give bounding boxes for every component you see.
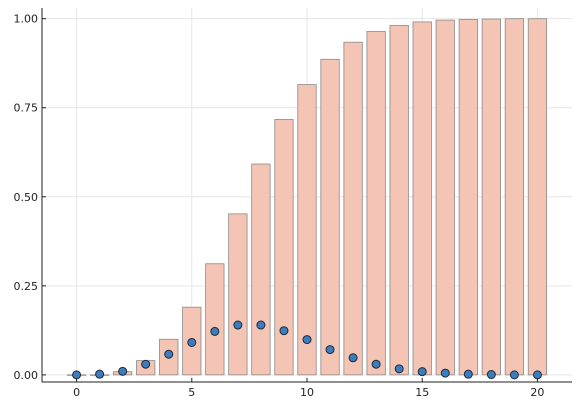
data-point xyxy=(325,345,335,355)
x-tick-label: 5 xyxy=(188,386,195,399)
data-point xyxy=(371,359,381,369)
data-point xyxy=(394,364,404,374)
bar xyxy=(412,21,432,376)
x-tick-label: 20 xyxy=(530,386,544,399)
data-point xyxy=(233,320,243,330)
data-point xyxy=(532,370,542,380)
bar xyxy=(389,25,409,376)
y-tick-label: 0.50 xyxy=(14,191,39,204)
data-point xyxy=(164,349,174,359)
y-tick-label: 1.00 xyxy=(14,13,39,26)
bar xyxy=(251,163,271,376)
data-point xyxy=(210,326,220,336)
data-point xyxy=(279,326,289,336)
data-point xyxy=(95,369,105,379)
y-axis-ticks: 0.00 0.25 0.50 0.75 1.00 xyxy=(14,13,46,382)
data-point xyxy=(141,359,151,369)
data-point xyxy=(509,370,519,380)
bar xyxy=(527,18,548,376)
bar xyxy=(504,18,525,376)
data-point xyxy=(302,335,312,345)
data-point xyxy=(463,369,473,379)
bar xyxy=(205,263,225,376)
bar-series xyxy=(66,18,548,376)
x-tick-label: 15 xyxy=(415,386,429,399)
y-tick-label: 0.00 xyxy=(14,369,39,382)
bar xyxy=(366,31,386,376)
bar xyxy=(274,119,294,376)
bar xyxy=(435,19,455,376)
bar xyxy=(458,18,478,376)
data-point xyxy=(256,320,266,330)
bar xyxy=(297,84,317,376)
data-point xyxy=(440,368,450,378)
bar xyxy=(343,41,363,376)
data-point xyxy=(187,337,197,347)
x-tick-label: 0 xyxy=(73,386,80,399)
data-point xyxy=(486,370,496,380)
y-tick-label: 0.75 xyxy=(14,102,39,115)
data-point xyxy=(417,367,427,377)
y-tick-label: 0.25 xyxy=(14,280,39,293)
bar xyxy=(481,18,501,376)
data-point xyxy=(72,370,82,380)
data-point xyxy=(118,366,128,376)
x-tick-label: 10 xyxy=(300,386,314,399)
bar xyxy=(228,213,248,376)
data-point xyxy=(348,353,358,363)
scatter-series xyxy=(72,320,542,380)
bar xyxy=(320,58,340,376)
x-axis-ticks: 0 5 10 15 20 xyxy=(73,378,544,399)
